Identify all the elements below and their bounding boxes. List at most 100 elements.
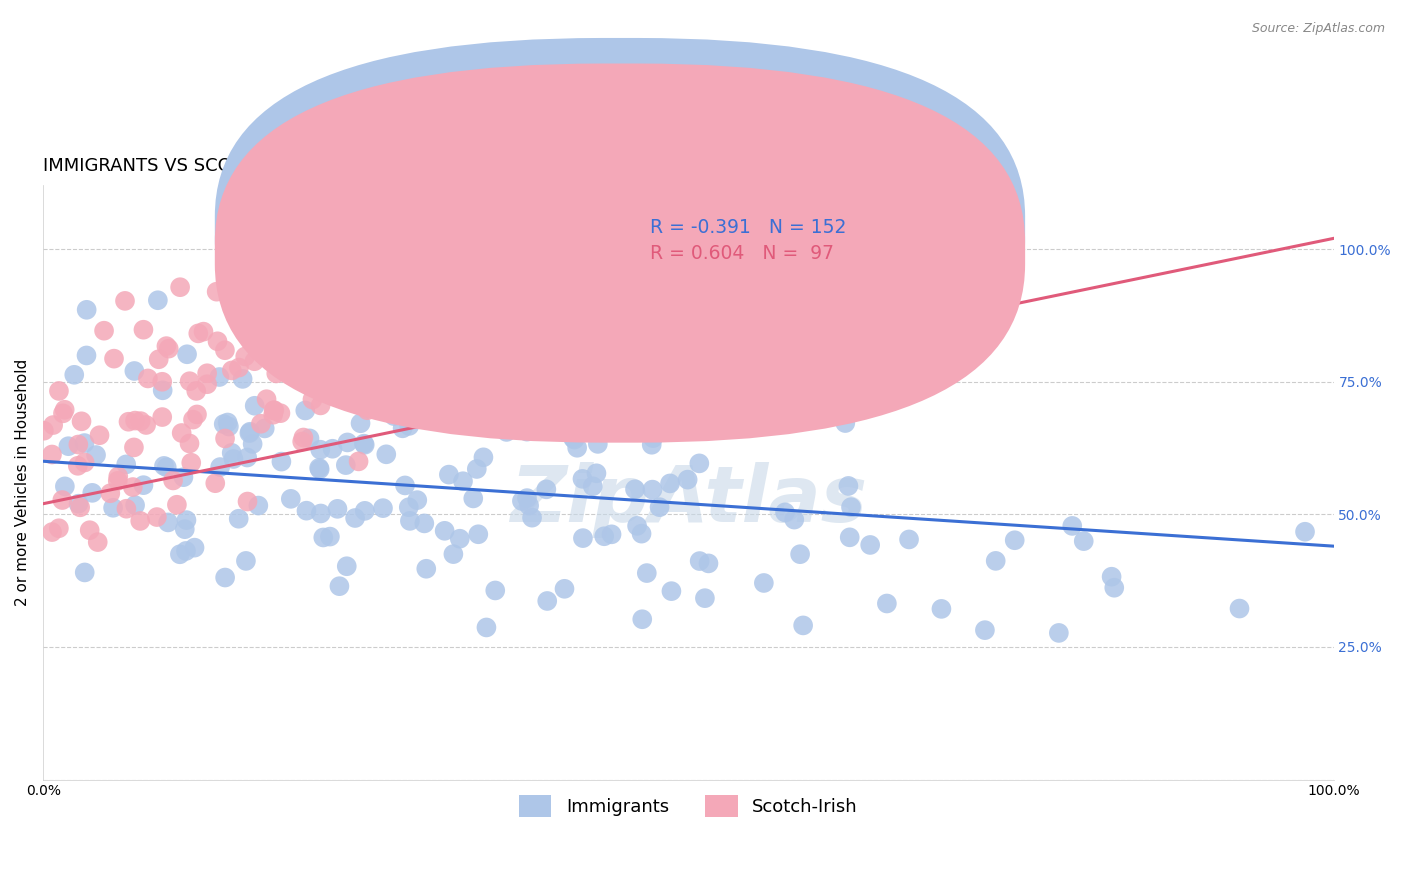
FancyBboxPatch shape: [215, 63, 1025, 442]
Point: [107, 469, 129, 483]
Point: [697, 557, 720, 571]
Point: [166, 498, 188, 512]
Point: [84, 448, 107, 462]
Point: [834, 416, 856, 430]
Point: [162, 474, 184, 488]
Point: [319, 530, 342, 544]
Point: [222, 452, 245, 467]
Point: [239, 425, 262, 439]
Point: [169, 547, 191, 561]
Point: [1101, 570, 1123, 584]
Point: [247, 499, 270, 513]
Point: [416, 223, 439, 237]
Point: [115, 501, 138, 516]
Point: [562, 431, 585, 445]
Point: [631, 612, 654, 626]
Point: [398, 418, 420, 433]
Point: [292, 430, 315, 444]
Point: [155, 339, 177, 353]
Point: [564, 433, 586, 447]
Point: [157, 342, 180, 356]
Point: [157, 516, 180, 530]
Point: [1062, 519, 1084, 533]
Text: R = -0.391   N = 152: R = -0.391 N = 152: [650, 218, 846, 237]
Point: [294, 270, 316, 285]
Point: [207, 334, 229, 349]
Point: [565, 441, 588, 455]
Point: [121, 480, 143, 494]
Point: [382, 409, 405, 423]
Point: [150, 410, 173, 425]
Text: Source: ZipAtlas.com: Source: ZipAtlas.com: [1251, 22, 1385, 36]
Point: [256, 392, 278, 407]
Point: [124, 364, 146, 378]
Point: [262, 408, 284, 422]
Point: [783, 513, 806, 527]
Point: [186, 408, 208, 422]
Point: [534, 260, 557, 275]
Point: [288, 367, 311, 381]
Point: [42, 418, 65, 433]
Point: [1047, 626, 1070, 640]
Point: [337, 330, 360, 344]
Point: [839, 500, 862, 515]
Point: [179, 436, 201, 450]
Point: [53, 402, 76, 417]
Point: [520, 510, 543, 524]
Point: [1104, 581, 1126, 595]
Point: [214, 343, 236, 358]
Point: [148, 352, 170, 367]
Point: [516, 257, 538, 271]
Point: [536, 594, 558, 608]
Point: [214, 432, 236, 446]
Point: [217, 416, 239, 430]
Point: [170, 425, 193, 440]
Point: [186, 384, 208, 398]
Point: [641, 438, 664, 452]
Point: [73, 566, 96, 580]
Text: R = 0.604   N =  97: R = 0.604 N = 97: [650, 244, 834, 262]
Point: [176, 513, 198, 527]
Point: [236, 494, 259, 508]
Point: [643, 431, 665, 445]
Point: [146, 510, 169, 524]
Point: [974, 623, 997, 637]
Point: [336, 435, 359, 450]
Point: [546, 279, 568, 293]
Point: [114, 293, 136, 308]
Point: [124, 498, 146, 512]
Point: [641, 483, 664, 497]
Point: [176, 347, 198, 361]
Point: [792, 618, 814, 632]
Point: [301, 392, 323, 407]
Point: [53, 479, 76, 493]
Point: [183, 541, 205, 555]
Point: [984, 554, 1007, 568]
Point: [79, 523, 101, 537]
Point: [437, 467, 460, 482]
Point: [399, 514, 422, 528]
Point: [280, 321, 302, 335]
Point: [347, 454, 370, 468]
Point: [156, 460, 179, 475]
Point: [66, 458, 89, 473]
Point: [136, 371, 159, 385]
Point: [516, 425, 538, 439]
Point: [212, 417, 235, 431]
Point: [41, 525, 63, 540]
Point: [356, 403, 378, 417]
Point: [253, 421, 276, 435]
Point: [582, 479, 605, 493]
Point: [187, 326, 209, 341]
Point: [135, 417, 157, 432]
Point: [433, 524, 456, 538]
Point: [242, 437, 264, 451]
Point: [172, 470, 194, 484]
Point: [661, 584, 683, 599]
Point: [380, 362, 402, 376]
Point: [1294, 524, 1316, 539]
Point: [218, 419, 240, 434]
Point: [516, 491, 538, 505]
Point: [553, 582, 575, 596]
Point: [48, 384, 70, 398]
